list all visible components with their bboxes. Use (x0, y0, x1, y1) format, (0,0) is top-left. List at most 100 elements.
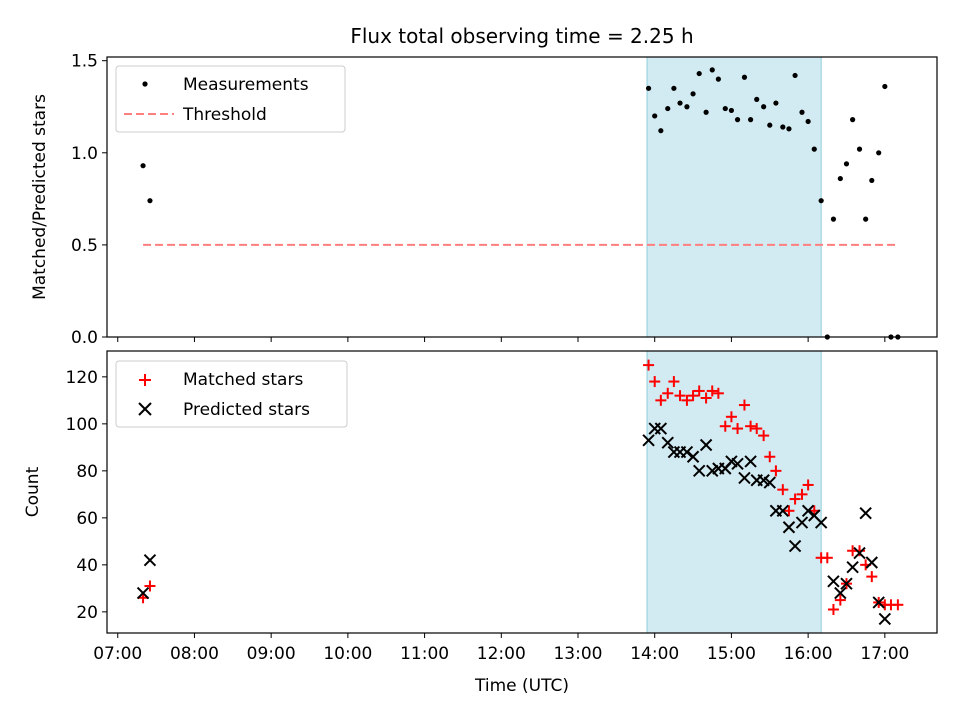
measurement-point (747, 117, 754, 123)
measurement-point (761, 104, 767, 110)
matched-star-point (783, 505, 795, 517)
matched-star-point (751, 423, 763, 435)
matched-star-point (674, 390, 686, 402)
predicted-star-point (738, 471, 751, 485)
predicted-star-point (680, 445, 694, 459)
bottom-y-tick-label: 20 (76, 603, 98, 623)
top-plot-area (140, 67, 901, 340)
matched-star-point (738, 399, 750, 411)
bottom-legend: Matched stars Predicted stars (115, 360, 348, 428)
measurement-point (677, 100, 683, 106)
measurement-point (792, 72, 798, 79)
predicted-star-point (692, 464, 706, 478)
measurement-point (850, 117, 856, 123)
measurement-point (722, 105, 728, 112)
matched-star-point (725, 411, 737, 423)
matched-star-point (770, 465, 782, 477)
predicted-star-point (776, 504, 790, 518)
x-tick-label: 12:00 (477, 644, 526, 664)
predicted-star-point (763, 476, 776, 489)
predicted-star-point (827, 575, 840, 588)
measurement-point (147, 198, 153, 204)
legend-predicted-marker (138, 402, 152, 416)
matched-star-point (821, 552, 833, 564)
measurement-point (786, 126, 792, 132)
x-tick-label: 14:00 (630, 644, 679, 664)
x-tick-label: 13:00 (553, 644, 602, 664)
predicted-star-point (699, 438, 713, 452)
x-tick-label: 07:00 (93, 644, 142, 664)
bottom-y-tick-label: 100 (66, 415, 98, 435)
x-tick-label: 15:00 (707, 644, 756, 664)
top-y-tick-label: 0.5 (71, 236, 98, 256)
predicted-star-point (859, 506, 872, 520)
top-axes-frame (106, 56, 938, 338)
measurement-point (805, 118, 811, 125)
predicted-star-point (686, 450, 700, 463)
measurement-point (863, 216, 869, 222)
predicted-star-point (744, 455, 757, 468)
predicted-star-point (143, 553, 157, 567)
legend-matched-marker (139, 374, 151, 386)
top-legend-box (115, 65, 346, 133)
matched-star-point (668, 376, 680, 388)
x-tick-label: 09:00 (247, 644, 296, 664)
measurement-point (671, 85, 677, 91)
legend-predicted-label: Predicted stars (183, 400, 310, 420)
measurement-point (869, 177, 875, 184)
measurement-point (652, 113, 658, 119)
top-y-tick-label: 1.5 (71, 52, 98, 72)
measurement-point (734, 117, 741, 123)
measurement-point (818, 198, 824, 204)
matched-star-point (712, 387, 724, 399)
matched-star-point (662, 387, 674, 399)
matched-star-point (700, 392, 712, 404)
matched-star-point (643, 359, 655, 371)
predicted-star-point (840, 577, 853, 590)
bottom-shaded-region (646, 350, 822, 634)
chart-title: Flux total observing time = 2.25 h (350, 24, 693, 48)
top-legend: Measurements Threshold (115, 65, 346, 133)
top-y-axis-label: Matched/Predicted stars (30, 94, 50, 300)
measurement-point (696, 70, 702, 77)
bottom-plot-area (136, 359, 904, 626)
predicted-star-point (878, 612, 892, 626)
predicted-star-point (731, 457, 744, 471)
matched-star-point (706, 385, 718, 397)
matched-star-point (693, 385, 705, 397)
bottom-y-tick-label: 80 (76, 462, 98, 482)
predicted-star-point (814, 516, 828, 529)
matched-star-point (758, 430, 770, 442)
bottom-y-ticks: 20 40 60 80 100 120 (66, 368, 107, 623)
x-tick-label: 17:00 (860, 644, 909, 664)
top-y-ticks: 0.0 0.5 1.0 1.5 (71, 52, 107, 348)
measurement-point (811, 146, 817, 152)
predicted-star-point (661, 436, 674, 449)
measurement-point (773, 100, 779, 106)
matched-star-point (892, 599, 904, 611)
predicted-star-point (788, 539, 802, 553)
measurement-point (658, 128, 664, 134)
legend-measurements-label: Measurements (183, 75, 309, 95)
predicted-star-point (865, 556, 879, 569)
measurement-point (780, 124, 786, 130)
x-tick-label: 11:00 (400, 644, 449, 664)
measurement-point (767, 122, 773, 128)
x-tick-label: 10:00 (323, 644, 372, 664)
predicted-star-point (136, 586, 150, 600)
measurement-point (741, 74, 748, 80)
matched-star-point (687, 390, 699, 402)
measurement-point (140, 163, 146, 169)
measurement-point (684, 104, 690, 110)
matched-star-point (834, 594, 846, 606)
bottom-y-tick-label: 60 (76, 509, 98, 529)
matched-star-point (144, 580, 156, 592)
x-tick-label: 08:00 (170, 644, 219, 664)
bottom-y-tick-label: 40 (76, 556, 98, 576)
bottom-y-axis-label: Count (23, 466, 43, 517)
bottom-legend-box (115, 360, 348, 428)
matched-star-point (854, 545, 866, 557)
legend-threshold-label: Threshold (182, 105, 267, 125)
legend-measurements-marker (142, 81, 148, 87)
